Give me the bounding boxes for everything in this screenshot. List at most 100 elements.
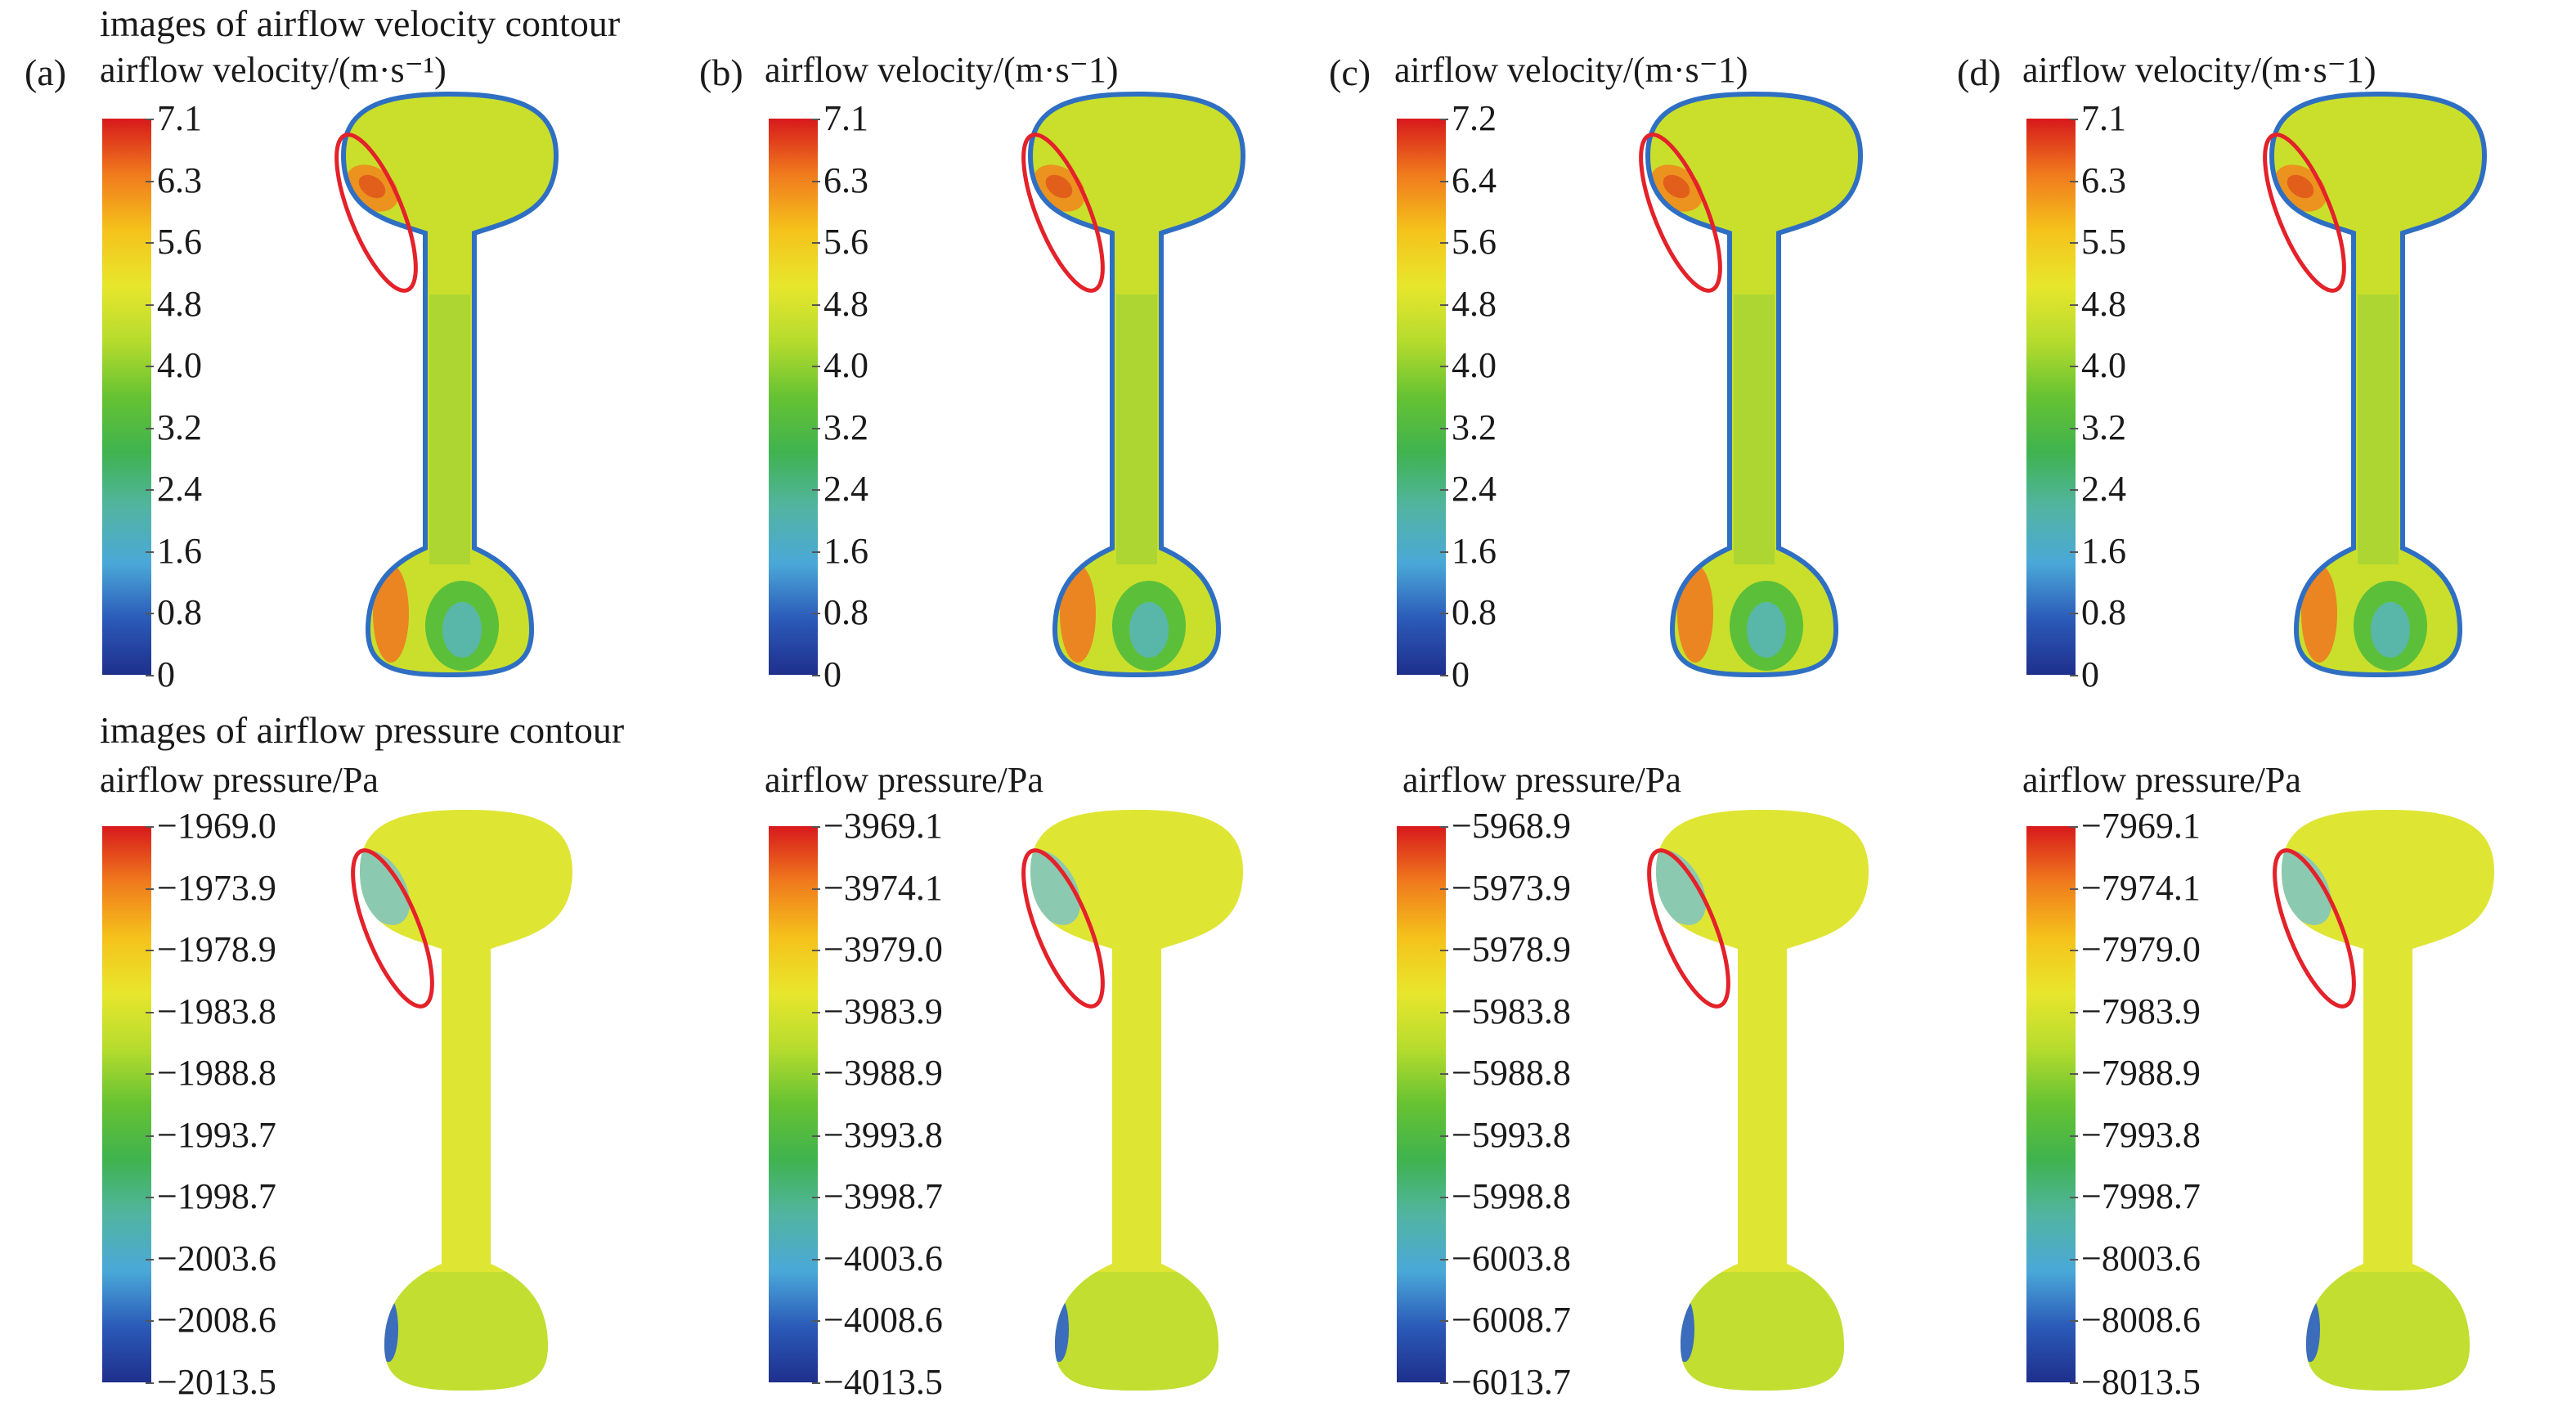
lower-left-low-pressure — [2300, 1296, 2320, 1362]
core-region — [2358, 294, 2399, 564]
colorbar-tick-label: −3979.0 — [812, 929, 943, 970]
colorbar-tick-label: 0.8 — [1440, 592, 1497, 633]
colorbar-tick-label: 7.2 — [1440, 98, 1497, 138]
colorbar-tick-label: 0 — [2070, 654, 2099, 694]
colorbar-tick-label: 6.3 — [2070, 160, 2126, 200]
channel-body — [1656, 810, 1869, 1391]
peak-velocity-zone — [358, 174, 386, 199]
velocity-colorbar-c — [1397, 119, 1446, 675]
lower-left-low-pressure — [1049, 1296, 1069, 1362]
colorbar-tick-label: 2.4 — [1440, 469, 1497, 510]
colorbar-tick-label: 6.3 — [812, 160, 868, 200]
vortex-inner — [1747, 602, 1786, 658]
colorbar-tick-label: −8013.5 — [2070, 1362, 2201, 1402]
colorbar-tick-label: 1.6 — [1440, 530, 1497, 571]
highlight-ellipse — [2263, 133, 2346, 293]
colorbar-tick-label: 4.0 — [1440, 345, 1497, 386]
colorbar-tick-label: 0.8 — [812, 592, 868, 633]
lower-pressure-region — [1681, 1272, 1844, 1391]
colorbar-tick-label: 5.6 — [1440, 222, 1497, 263]
colorbar-tick-label: −1978.9 — [146, 929, 276, 970]
colorbar-tick-label: 1.6 — [146, 530, 202, 571]
core-region — [429, 294, 470, 564]
peak-velocity-zone — [1663, 174, 1690, 199]
colorbar-tick-label: 4.0 — [146, 345, 202, 386]
colorbar-tick-label: −1983.8 — [146, 991, 276, 1031]
wall-boundary — [1027, 91, 1246, 678]
highlight-ellipse — [2273, 848, 2356, 1009]
velocity-axis-title-b: airflow velocity/(m·s⁻1) — [765, 50, 1119, 90]
colorbar-tick-label: −2003.6 — [146, 1238, 276, 1278]
colorbar-tick-label: 4.8 — [146, 283, 202, 324]
velocity-axis-title-c: airflow velocity/(m·s⁻1) — [1394, 50, 1748, 90]
lower-jet — [1060, 564, 1096, 663]
colorbar-tick-label: 4.8 — [2070, 283, 2126, 324]
colorbar-tick-label: −5973.9 — [1440, 867, 1571, 908]
colorbar-tick-label: −5983.8 — [1440, 991, 1571, 1031]
wall-boundary — [2269, 91, 2488, 678]
channel-body — [360, 810, 572, 1391]
lower-pressure-region — [2306, 1272, 2470, 1391]
highlight-ellipse — [1021, 133, 1105, 293]
pressure-axis-title-b: airflow pressure/Pa — [765, 760, 1043, 800]
colorbar-tick-label: −1973.9 — [146, 867, 276, 908]
channel-body — [1030, 810, 1243, 1391]
colorbar-tick-label: −2013.5 — [146, 1362, 276, 1402]
colorbar-tick-label: 0 — [146, 654, 175, 694]
colorbar-tick-label: −1969.0 — [146, 806, 276, 846]
pressure-colorbar-c — [1397, 826, 1446, 1382]
colorbar-tick-label: 4.0 — [812, 345, 868, 386]
panel-label-c: (c) — [1329, 52, 1371, 93]
colorbar-tick-label: 1.6 — [2070, 530, 2126, 571]
wall-boundary — [340, 91, 559, 678]
colorbar-tick-label: 6.4 — [1440, 160, 1497, 200]
lower-pressure-region — [1055, 1272, 1218, 1391]
velocity-section-title: images of airflow velocity contour — [100, 2, 621, 44]
high-pressure-corner — [552, 810, 572, 826]
lower-left-low-pressure — [1675, 1296, 1694, 1362]
velocity-contour-d — [2263, 91, 2488, 678]
panel-label-d: (d) — [1957, 52, 2001, 93]
velocity-axis-title-d: airflow velocity/(m·s⁻1) — [2022, 50, 2376, 90]
highlight-ellipse — [1639, 133, 1722, 293]
colorbar-tick-label: −6003.8 — [1440, 1238, 1571, 1278]
peak-velocity-zone — [1045, 174, 1073, 199]
colorbar-tick-label: 5.6 — [812, 222, 868, 263]
colorbar-tick-label: −5968.9 — [1440, 806, 1571, 846]
colorbar-tick-label: 2.4 — [2070, 469, 2126, 510]
panel-label-b: (b) — [699, 52, 743, 93]
colorbar-tick-label: −6013.7 — [1440, 1362, 1571, 1402]
colorbar-tick-label: −4008.6 — [812, 1300, 943, 1341]
colorbar-tick-label: −1993.7 — [146, 1114, 276, 1155]
colorbar-tick-label: −5978.9 — [1440, 929, 1571, 970]
velocity-colorbar-d — [2026, 119, 2076, 675]
colorbar-tick-label: 2.4 — [146, 469, 202, 510]
colorbar-tick-label: −3974.1 — [812, 867, 943, 908]
colorbar-tick-label: −3998.7 — [812, 1176, 943, 1217]
colorbar-tick-label: 0.8 — [2070, 592, 2126, 633]
colorbar-tick-label: 0 — [812, 654, 841, 694]
velocity-colorbar-a — [102, 119, 151, 675]
high-pressure-corner — [1223, 810, 1243, 826]
colorbar-tick-label: 4.8 — [812, 283, 868, 324]
wall-boundary — [1645, 91, 1864, 678]
vortex-inner — [1129, 602, 1169, 658]
colorbar-tick-label: −7988.9 — [2070, 1053, 2201, 1094]
colorbar-tick-label: 0.8 — [146, 592, 202, 633]
high-pressure-corner — [1848, 810, 1869, 826]
lower-jet — [1677, 564, 1713, 663]
colorbar-tick-label: −7974.1 — [2070, 867, 2201, 908]
colorbar-tick-label: −3969.1 — [812, 806, 943, 846]
velocity-axis-title-a: airflow velocity/(m·s⁻¹) — [100, 50, 447, 90]
colorbar-tick-label: −8008.6 — [2070, 1300, 2201, 1341]
colorbar-tick-label: 0 — [1440, 654, 1470, 694]
pressure-axis-title-c: airflow pressure/Pa — [1402, 760, 1681, 800]
pressure-contour-b — [1021, 810, 1243, 1391]
pressure-colorbar-b — [769, 826, 818, 1382]
pressure-contour-a — [351, 810, 572, 1391]
colorbar-tick-label: 7.1 — [146, 98, 202, 138]
colorbar-tick-label: −2008.6 — [146, 1300, 276, 1341]
colorbar-tick-label: −7998.7 — [2070, 1176, 2201, 1217]
core-region — [1116, 294, 1157, 564]
colorbar-tick-label: 3.2 — [146, 407, 202, 447]
